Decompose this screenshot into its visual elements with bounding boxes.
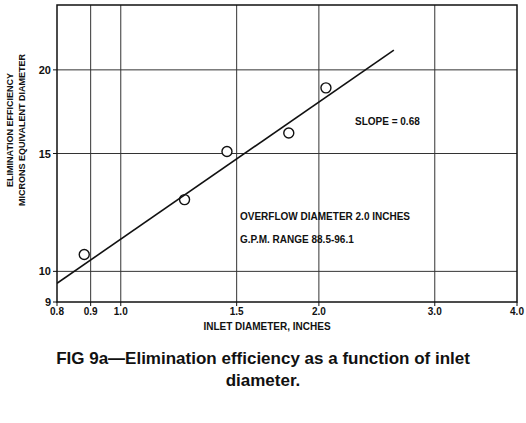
x-tick-label: 3.0 [428,306,442,317]
y-axis-label: ELIMINATION EFFICIENCY [5,73,15,187]
y-tick-label: 20 [39,64,51,76]
annotation: G.P.M. RANGE 88.5-96.1 [240,234,354,245]
annotation: OVERFLOW DIAMETER 2.0 INCHES [240,211,410,222]
y-grid-line [57,153,517,154]
x-tick-label: 0.9 [84,306,98,317]
data-point [321,83,331,93]
x-tick-label: 2.0 [312,306,326,317]
x-tick-label: 1.0 [114,306,128,317]
caption: FIG 9a—Elimination efficiency as a funct… [48,348,478,392]
data-point [180,195,190,205]
y-tick-label: 10 [39,265,51,277]
x-tick-label: 4.0 [510,306,524,317]
y-grid-line [57,271,517,272]
data-point [79,249,89,259]
annotation: SLOPE = 0.68 [355,116,420,127]
x-tick-label: 1.5 [230,306,244,317]
x-axis-label: INLET DIAMETER, INCHES [203,321,331,332]
fit-line [57,50,394,283]
y-tick-label: 15 [39,148,51,160]
plot-frame [57,5,517,302]
x-tick-label: 0.8 [50,306,64,317]
y-tick-label: 9 [45,296,51,308]
data-point [222,147,232,157]
y-axis-label: MICRONS EQUIVALENT DIAMETER [17,54,27,206]
y-grid-line [57,69,517,70]
data-point [284,128,294,138]
plot-marks [57,50,394,283]
